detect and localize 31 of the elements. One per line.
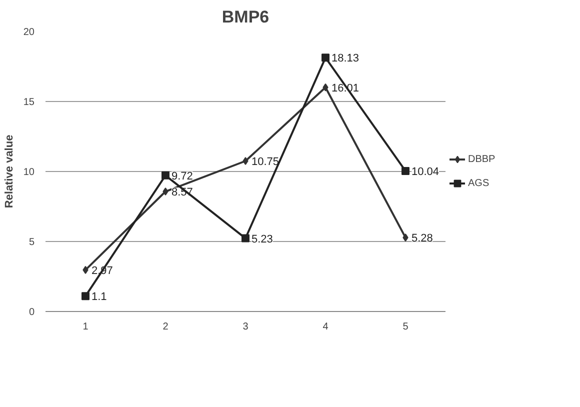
y-tick-label: 5	[28, 237, 35, 248]
y-tick-label: 15	[23, 97, 35, 108]
point	[162, 188, 168, 196]
point	[402, 234, 408, 242]
x-tick-label: 3	[242, 322, 249, 332]
point	[322, 54, 330, 62]
y-tick-label: 0	[28, 307, 35, 318]
data-label: 10.75	[252, 156, 280, 168]
point	[242, 157, 248, 165]
x-tick-label: 4	[322, 322, 329, 332]
point	[242, 234, 250, 242]
y-tick-label: 20	[23, 27, 35, 38]
data-label: 1.1	[92, 291, 107, 304]
legend-label: DBBP	[468, 154, 496, 164]
data-label: 5.28	[412, 232, 433, 245]
data-label: 5.23	[252, 233, 273, 246]
legend-label: AGS	[468, 178, 490, 188]
x-tick-label: 1	[82, 322, 89, 332]
data-label: 18.13	[332, 52, 360, 65]
y-axis-title: Relative value	[3, 134, 16, 208]
data-label: 9.72	[172, 170, 193, 182]
y-tick-label: 10	[23, 167, 35, 178]
point	[162, 171, 170, 180]
point	[322, 83, 328, 92]
point	[82, 292, 90, 300]
chart-title: BMP6	[222, 8, 270, 26]
point	[402, 166, 410, 175]
point	[82, 266, 88, 274]
data-label: 10.04	[412, 166, 440, 178]
x-tick-label: 5	[402, 322, 409, 332]
x-tick-label: 2	[162, 322, 169, 332]
